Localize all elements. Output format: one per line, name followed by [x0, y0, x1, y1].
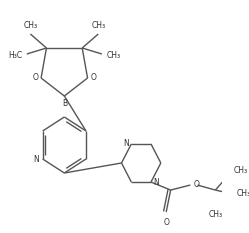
Text: CH₃: CH₃	[208, 210, 222, 219]
Text: O: O	[33, 73, 38, 82]
Text: CH₃: CH₃	[91, 21, 105, 30]
Text: O: O	[90, 73, 96, 82]
Text: CH₃: CH₃	[106, 51, 121, 59]
Text: CH₃: CH₃	[233, 166, 247, 175]
Text: CH₃: CH₃	[237, 188, 249, 198]
Text: O: O	[163, 218, 169, 227]
Text: CH₃: CH₃	[23, 21, 37, 30]
Text: N: N	[154, 178, 159, 187]
Text: B: B	[62, 99, 67, 108]
Text: H₃C: H₃C	[8, 51, 22, 59]
Text: N: N	[123, 139, 129, 148]
Text: O: O	[194, 180, 200, 188]
Text: N: N	[33, 154, 39, 164]
